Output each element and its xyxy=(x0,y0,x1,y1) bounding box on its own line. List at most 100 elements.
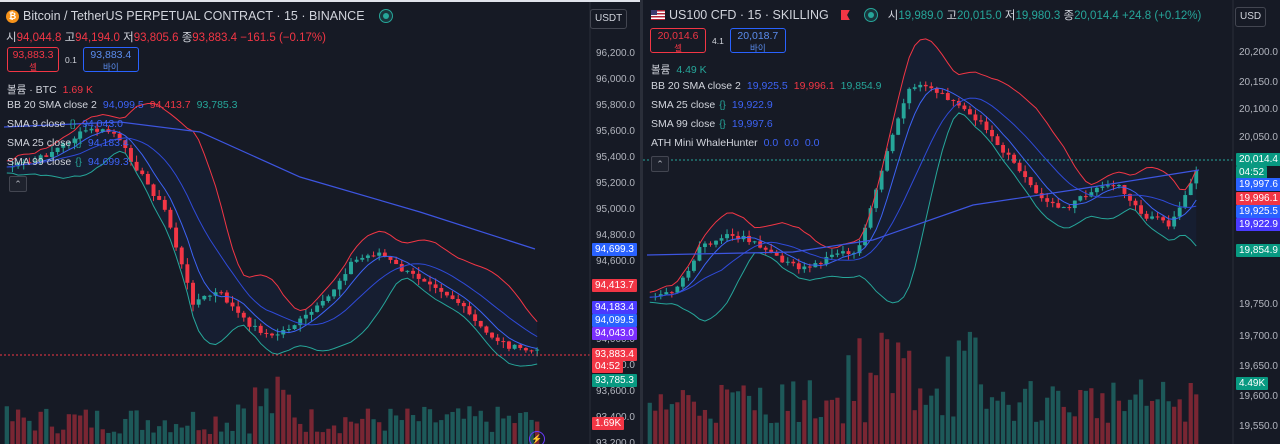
btc-currency-selector[interactable]: USDT xyxy=(590,9,628,29)
volume-bar xyxy=(15,409,21,444)
volume-bar xyxy=(489,431,495,444)
source-code-icon[interactable]: {} xyxy=(719,119,726,130)
volume-bar xyxy=(196,430,201,444)
volume-bar xyxy=(518,412,523,444)
volume-bar xyxy=(735,391,741,444)
price-axis-label: 95,000.0 xyxy=(596,204,635,215)
volume-bar xyxy=(478,410,483,444)
candle-body xyxy=(428,281,432,285)
volume-bar xyxy=(140,429,145,444)
candle-body xyxy=(818,263,823,265)
indicator-legend-row[interactable]: SMA 99 close{} 94,699.3 xyxy=(7,156,129,168)
volume-legend[interactable]: 볼륨 · BTC 1.69 K xyxy=(7,84,94,96)
lightning-icon[interactable]: ⚡ xyxy=(529,431,545,444)
candle-body xyxy=(934,88,939,93)
indicator-value: 0.0 xyxy=(763,137,779,149)
candle-body xyxy=(829,254,834,257)
indicator-legend-row[interactable]: BB 20 SMA close 2 94,099.5 94,413.7 93,785.… xyxy=(7,99,238,111)
btc-trade-panel: 93,883.3 셀 0.1 93,883.4 바이 xyxy=(7,47,139,72)
volume-bar xyxy=(202,429,207,444)
candle-body xyxy=(874,189,879,209)
us100-currency-selector[interactable]: USD xyxy=(1235,7,1267,27)
candle-body xyxy=(95,128,100,132)
btc-chart-pane[interactable]: ₿ Bitcoin / TetherUS PERPETUAL CONTRACT … xyxy=(0,0,640,444)
volume-bar xyxy=(162,420,167,444)
candle-body xyxy=(377,252,382,256)
volume-bar xyxy=(873,375,879,444)
us100-price-chart[interactable] xyxy=(643,0,1280,444)
sma-fast-line xyxy=(649,87,1197,298)
candle-body xyxy=(1045,198,1050,202)
candle-body xyxy=(763,247,768,250)
candle-body xyxy=(168,209,173,228)
buy-button[interactable]: 93,883.4 바이 xyxy=(82,47,139,72)
indicator-value: 19,922.9 xyxy=(731,99,773,111)
indicator-legend-row[interactable]: ATH Mini WhaleHunter 0.0 0.0 0.0 xyxy=(651,137,819,149)
candle-body xyxy=(1128,193,1132,201)
candle-body xyxy=(896,118,901,135)
indicator-value: 19,925.5 xyxy=(746,80,788,92)
us100-symbol-header[interactable]: US100 CFD · 15 · SKILLING 시19,989.0 고20,… xyxy=(651,7,1201,23)
source-code-icon[interactable]: {} xyxy=(75,138,82,149)
volume-bar xyxy=(1100,393,1105,444)
red-flag-icon[interactable] xyxy=(840,10,850,20)
market-open-status-icon xyxy=(863,8,878,22)
volume-bar xyxy=(956,340,961,444)
indicator-legend-row[interactable]: BB 20 SMA close 2 19,925.5 19,996.1 19,854.… xyxy=(651,80,882,92)
price-tag: 93,883.4 xyxy=(592,348,637,361)
us100-symbol-title[interactable]: US100 CFD · 15 · SKILLING xyxy=(669,8,829,22)
price-axis-label: 19,700.0 xyxy=(1239,331,1278,342)
volume-bar xyxy=(752,410,757,444)
us100-chart-pane[interactable]: US100 CFD · 15 · SKILLING 시19,989.0 고20,… xyxy=(643,0,1280,444)
candle-body xyxy=(1161,217,1166,221)
candle-body xyxy=(213,292,218,296)
source-code-icon[interactable]: {} xyxy=(719,100,726,111)
source-code-icon[interactable]: {} xyxy=(69,119,77,130)
candle-body xyxy=(123,140,128,149)
volume-bar xyxy=(348,421,354,444)
candle-body xyxy=(686,270,691,278)
volume-bar xyxy=(506,415,512,444)
indicator-legend-row[interactable]: SMA 99 close{} 19,997.6 xyxy=(651,118,773,130)
volume-bar xyxy=(252,387,258,444)
price-tag: 94,183.4 xyxy=(592,301,637,314)
indicator-legend-row[interactable]: SMA 9 close{} 94,043.0 xyxy=(7,118,123,130)
volume-bar xyxy=(258,406,263,444)
candle-body xyxy=(1177,207,1182,217)
candle-body xyxy=(1155,216,1160,218)
btc-price-chart[interactable] xyxy=(0,2,640,444)
candle-body xyxy=(923,84,928,87)
indicator-legend-row[interactable]: SMA 25 close{} 94,183.4 xyxy=(7,137,129,149)
volume-bar xyxy=(901,358,906,444)
order-quantity[interactable]: 4.1 xyxy=(712,35,724,46)
btc-symbol-header[interactable]: ₿ Bitcoin / TetherUS PERPETUAL CONTRACT … xyxy=(6,9,393,23)
source-code-icon[interactable]: {} xyxy=(75,157,82,168)
candle-body xyxy=(1006,152,1011,155)
candle-body xyxy=(929,86,934,89)
candle-body xyxy=(885,151,890,171)
candle-body xyxy=(1133,200,1138,206)
volume-bar xyxy=(1111,382,1116,444)
buy-button[interactable]: 20,018.7 바이 xyxy=(729,28,786,53)
sma-mid-line xyxy=(6,137,538,338)
volume-bar xyxy=(32,430,38,444)
candle-body xyxy=(669,292,674,294)
collapse-legend-icon[interactable]: ⌃ xyxy=(651,156,669,172)
order-quantity[interactable]: 0.1 xyxy=(65,54,77,65)
indicator-label: SMA 99 close xyxy=(651,118,716,130)
btc-symbol-title[interactable]: Bitcoin / TetherUS PERPETUAL CONTRACT · … xyxy=(23,9,365,23)
candle-body xyxy=(292,325,297,329)
candle-body xyxy=(529,350,534,352)
sell-button[interactable]: 20,014.6 셀 xyxy=(650,28,706,53)
volume-bar xyxy=(314,431,320,444)
volume-bar xyxy=(89,427,94,444)
candle-body xyxy=(286,328,291,331)
indicator-legend-row[interactable]: SMA 25 close{} 19,922.9 xyxy=(651,99,773,111)
pane-divider[interactable] xyxy=(640,0,643,444)
sell-button[interactable]: 93,883.3 셀 xyxy=(7,47,59,72)
volume-legend[interactable]: 볼륨 4.49 K xyxy=(651,64,707,76)
collapse-legend-icon[interactable]: ⌃ xyxy=(9,176,27,192)
volume-bar xyxy=(995,400,1000,444)
volume-bar xyxy=(929,395,934,444)
indicator-value: 0.0 xyxy=(804,137,820,149)
